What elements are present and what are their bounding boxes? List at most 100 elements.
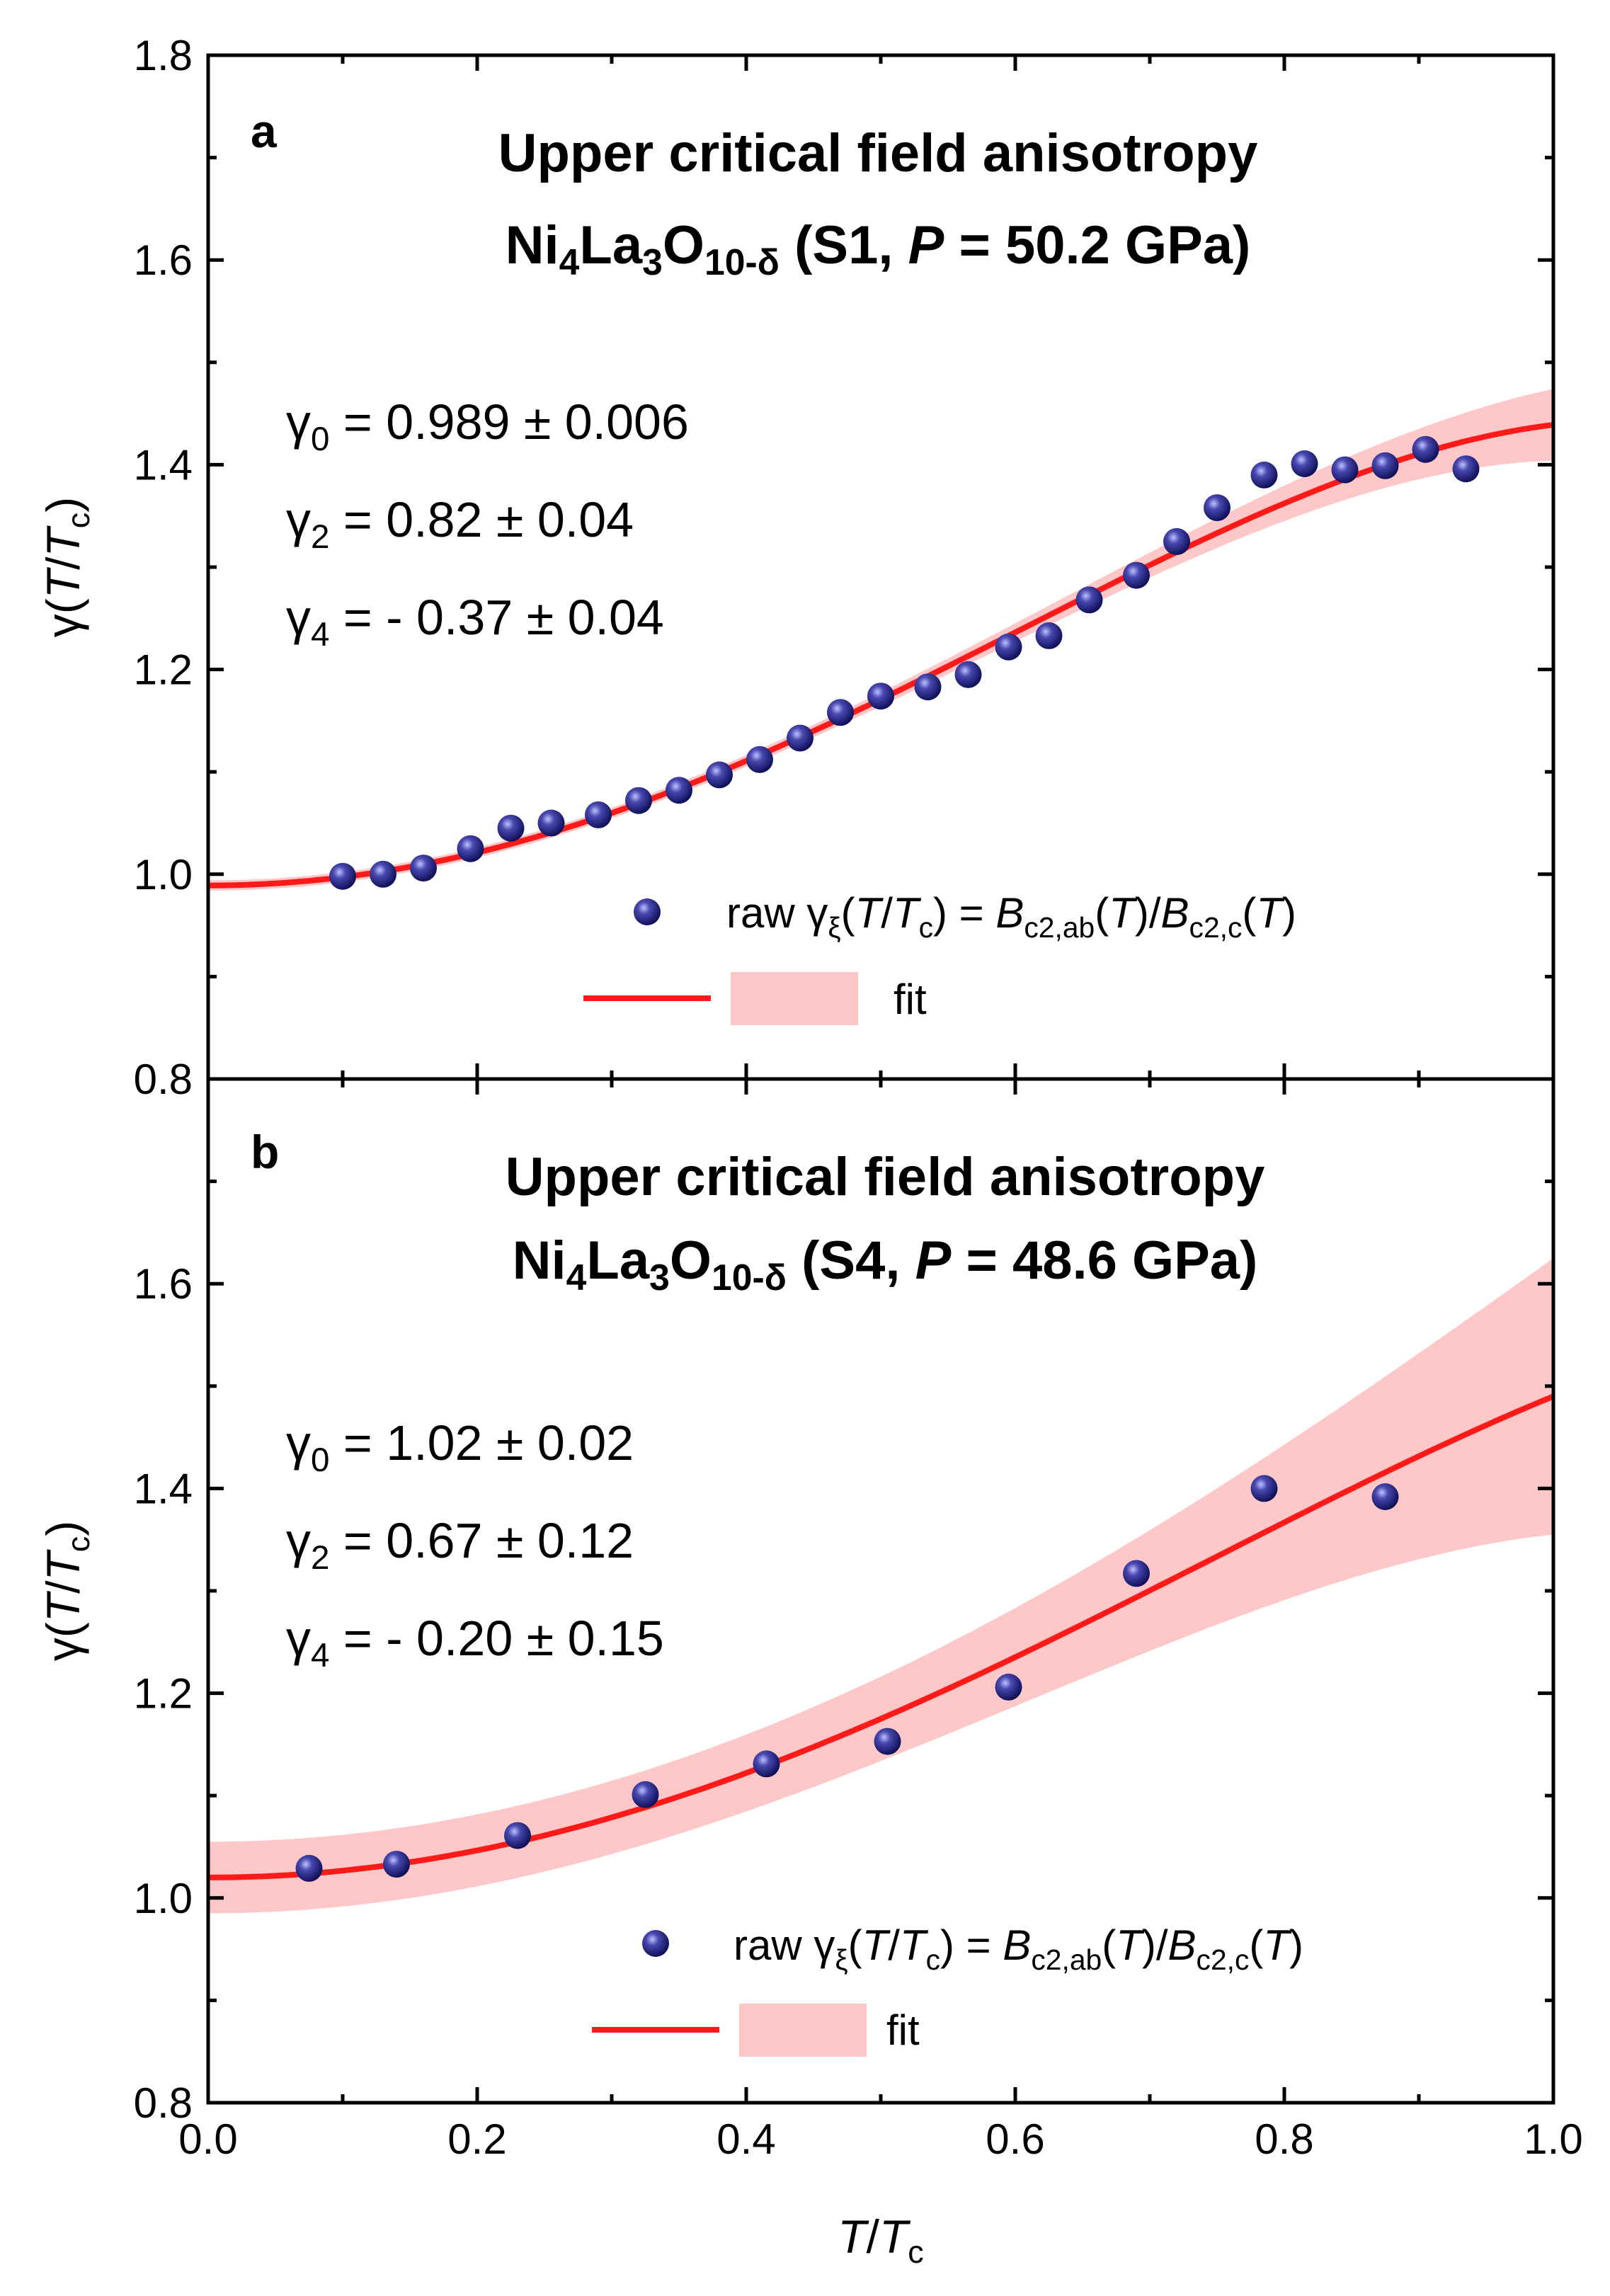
panel-title: Upper critical field anisotropy	[498, 123, 1258, 183]
ylabel-t: T	[37, 1590, 89, 1622]
data-point	[1035, 622, 1063, 649]
data-point	[827, 699, 854, 726]
ylabel-gamma: γ(	[37, 598, 89, 637]
ylabel-t: T	[37, 1549, 89, 1581]
y-axis-title: γ(T/Tc)	[37, 1521, 96, 1661]
legend-fit-label: fit	[886, 2006, 920, 2054]
y-axis-ticks: 0.8 1.0 1.2 1.4 1.6	[134, 1077, 1553, 2127]
ylabel-t: T	[37, 525, 89, 557]
data-point	[632, 1781, 659, 1808]
data-point	[457, 835, 484, 862]
ylabel-slash: /	[37, 556, 89, 570]
data-point	[1075, 586, 1103, 614]
data-point	[329, 862, 356, 890]
raw-data-points	[295, 1475, 1399, 1882]
data-point	[753, 1750, 780, 1778]
legend-raw-label: raw γξ(T/Tc) = Bc2,ab(T)/Bc2,c(T)	[726, 889, 1296, 944]
y-tick-label: 1.2	[134, 646, 193, 694]
data-point	[995, 633, 1022, 661]
y-tick-label: 1.6	[134, 1260, 193, 1308]
legend: raw γξ(T/Tc) = Bc2,ab(T)/Bc2,c(T) fit	[583, 889, 1296, 1025]
y-tick-label: 1.2	[134, 1670, 193, 1718]
data-point	[1331, 456, 1359, 484]
data-point	[954, 661, 982, 688]
y-tick-label: 1.4	[134, 1465, 193, 1512]
y-tick-label: 1.0	[134, 851, 193, 898]
fit-line	[208, 1393, 1553, 1880]
ylabel-t: T	[37, 566, 89, 598]
data-point	[1371, 1483, 1399, 1510]
y-tick-label: 1.4	[134, 441, 193, 489]
data-point	[995, 1673, 1022, 1701]
y-tick-label: 0.8	[134, 2079, 193, 2127]
data-point	[295, 1854, 323, 1882]
panel-subtitle: Ni4La3O10-δ (S1, P = 50.2 GPa)	[506, 215, 1251, 282]
data-point	[1371, 452, 1399, 479]
data-point	[383, 1851, 410, 1878]
data-point	[497, 814, 525, 842]
legend-raw-label: raw γξ(T/Tc) = Bc2,ab(T)/Bc2,c(T)	[733, 1921, 1303, 1976]
data-point	[370, 860, 396, 888]
x-axis-title: T/Tc	[838, 2210, 923, 2270]
param-gamma4: γ4 = - 0.37 ± 0.04	[286, 590, 664, 653]
data-point	[1250, 461, 1278, 489]
legend: raw γξ(T/Tc) = Bc2,ab(T)/Bc2,c(T) fit	[592, 1921, 1303, 2057]
data-point	[585, 801, 612, 828]
ylabel-sub: c	[60, 513, 96, 528]
data-point	[874, 1727, 901, 1755]
ylabel-close: )	[37, 1521, 89, 1536]
panel-subtitle: Ni4La3O10-δ (S4, P = 48.6 GPa)	[513, 1230, 1258, 1298]
panel-b: 0.81.01.21.41.6 0.0 0.2 0.4 0.6 0.8 1.0 γ(T/T…	[37, 1077, 1583, 2270]
ylabel-sub: c	[60, 1536, 96, 1552]
y-axis-title: γ(T/Tc)	[37, 497, 96, 637]
panel-letter: b	[251, 1126, 279, 1178]
x-tick-label: 0.8	[1255, 2115, 1313, 2163]
y-tick-label: 0.8	[134, 1056, 193, 1103]
data-point	[1412, 435, 1439, 463]
legend-fit-band	[739, 2004, 867, 2057]
x-tick-label: 0.6	[986, 2115, 1044, 2163]
data-point	[666, 777, 692, 804]
data-point	[706, 761, 733, 789]
data-point	[914, 673, 942, 701]
data-point	[867, 682, 894, 710]
x-tick-label: 0.2	[447, 2115, 506, 2163]
legend-marker	[634, 898, 661, 925]
data-point	[1250, 1475, 1278, 1502]
data-point	[410, 855, 437, 882]
svg-text:γ(T/Tc): γ(T/Tc)	[37, 497, 96, 637]
data-point	[1452, 455, 1480, 483]
svg-text:γ(T/Tc): γ(T/Tc)	[37, 1521, 96, 1661]
data-point	[746, 746, 773, 773]
data-point	[1123, 1560, 1150, 1587]
data-point	[1163, 527, 1190, 555]
param-gamma0: γ0 = 0.989 ± 0.006	[286, 394, 689, 458]
legend-marker	[642, 1930, 669, 1957]
x-tick-label: 0.4	[716, 2115, 775, 2163]
data-point	[504, 1822, 531, 1849]
data-point	[537, 809, 565, 837]
data-point	[1204, 494, 1231, 522]
x-tick-label: 0.0	[178, 2115, 237, 2163]
y-tick-label: 1.6	[134, 236, 193, 284]
data-point	[787, 724, 813, 752]
x-axis-ticks: 0.0 0.2 0.4 0.6 0.8 1.0	[178, 1079, 1583, 2163]
y-tick-label: 1.0	[134, 1875, 193, 1922]
fit-confidence-band	[208, 1258, 1553, 1914]
data-point	[1291, 450, 1318, 477]
y-tick-label: 1.8	[134, 32, 193, 79]
panel-letter: a	[251, 105, 278, 157]
legend-fit-label: fit	[894, 976, 927, 1023]
param-gamma4: γ4 = - 0.20 ± 0.15	[286, 1611, 664, 1674]
y-axis-ticks: 0.8 1.0 1.2 1.4 1.6 1.8	[134, 32, 1555, 1103]
param-gamma2: γ2 = 0.67 ± 0.12	[286, 1513, 634, 1577]
ylabel-gamma: γ(	[37, 1622, 89, 1661]
data-point	[1123, 561, 1150, 589]
param-gamma0: γ0 = 1.02 ± 0.02	[286, 1415, 634, 1479]
data-point	[625, 787, 652, 814]
param-gamma2: γ2 = 0.82 ± 0.04	[286, 492, 634, 556]
legend-fit-band	[731, 972, 858, 1025]
ylabel-slash: /	[37, 1580, 89, 1594]
panel-title: Upper critical field anisotropy	[506, 1147, 1265, 1207]
